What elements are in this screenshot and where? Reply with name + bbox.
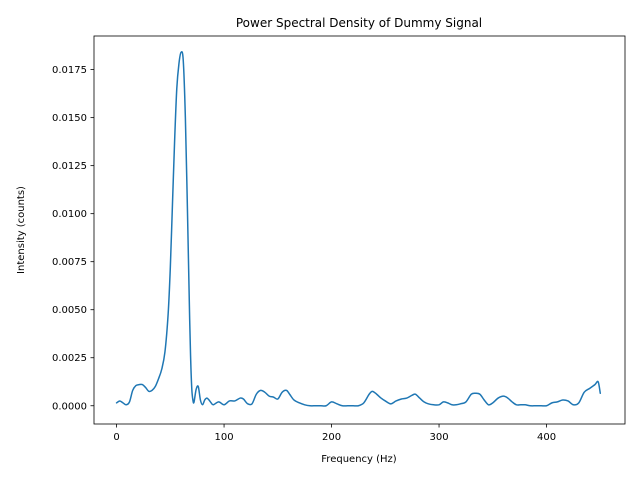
y-axis-label: Intensity (counts) [16,186,27,274]
plot-area-frame [93,35,626,425]
y-tick-label: 0.0175 [52,65,87,76]
x-tick-label: 200 [322,432,341,443]
x-tick-label: 100 [215,432,234,443]
y-tick-label: 0.0150 [52,113,87,124]
y-tick-label: 0.0025 [52,353,87,364]
y-tick-label: 0.0000 [52,401,87,412]
x-tick-label: 400 [537,432,556,443]
y-tick-label: 0.0125 [52,161,87,172]
x-tick-label: 300 [429,432,448,443]
y-tick-label: 0.0100 [52,209,87,220]
chart-title: Power Spectral Density of Dummy Signal [236,16,482,30]
series-line [115,50,602,407]
y-tick-label: 0.0050 [52,305,87,316]
tick-group: 0 100 200 300 400 0.0000 0.0025 0.0050 0.0075 0.0… [52,65,556,443]
x-tick-label: 0 [113,432,119,443]
y-tick-label: 0.0075 [52,257,87,268]
x-axis-label: Frequency (Hz) [321,454,397,465]
